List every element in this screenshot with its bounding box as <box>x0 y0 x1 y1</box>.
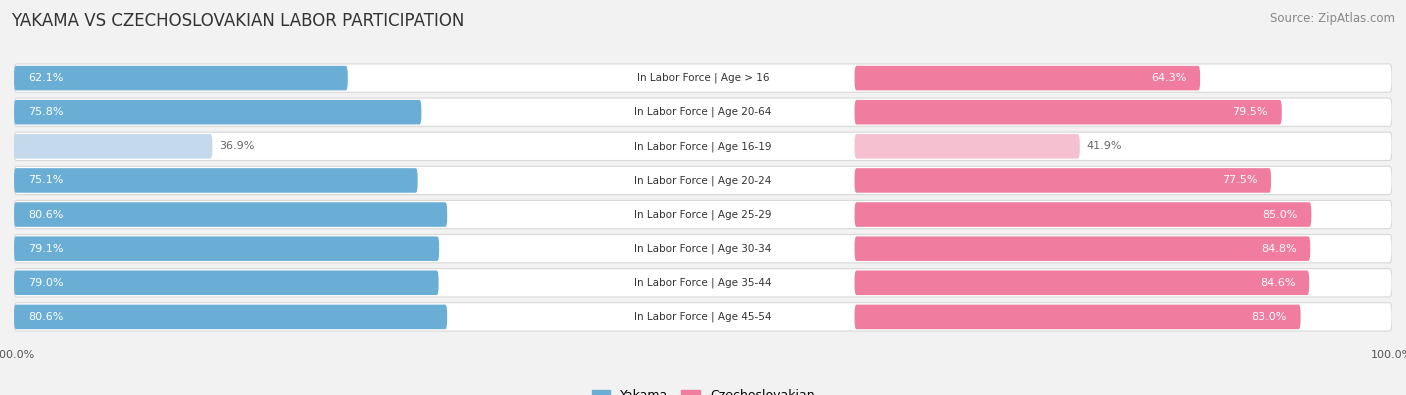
Text: In Labor Force | Age 16-19: In Labor Force | Age 16-19 <box>634 141 772 152</box>
FancyBboxPatch shape <box>855 271 1309 295</box>
FancyBboxPatch shape <box>14 168 418 193</box>
Text: 80.6%: 80.6% <box>28 312 63 322</box>
Text: 83.0%: 83.0% <box>1251 312 1286 322</box>
FancyBboxPatch shape <box>855 100 1282 124</box>
Text: 79.5%: 79.5% <box>1233 107 1268 117</box>
Text: 79.0%: 79.0% <box>28 278 63 288</box>
Text: In Labor Force | Age 45-54: In Labor Force | Age 45-54 <box>634 312 772 322</box>
FancyBboxPatch shape <box>14 200 1392 229</box>
FancyBboxPatch shape <box>855 305 1301 329</box>
Text: In Labor Force | Age 20-64: In Labor Force | Age 20-64 <box>634 107 772 117</box>
Text: YAKAMA VS CZECHOSLOVAKIAN LABOR PARTICIPATION: YAKAMA VS CZECHOSLOVAKIAN LABOR PARTICIP… <box>11 12 464 30</box>
Text: 75.8%: 75.8% <box>28 107 63 117</box>
Text: 80.6%: 80.6% <box>28 210 63 220</box>
Text: In Labor Force | Age 20-24: In Labor Force | Age 20-24 <box>634 175 772 186</box>
Text: 84.8%: 84.8% <box>1261 244 1296 254</box>
FancyBboxPatch shape <box>14 166 1392 195</box>
FancyBboxPatch shape <box>14 98 1392 126</box>
FancyBboxPatch shape <box>14 269 1392 297</box>
Text: Source: ZipAtlas.com: Source: ZipAtlas.com <box>1270 12 1395 25</box>
FancyBboxPatch shape <box>14 305 447 329</box>
Text: 62.1%: 62.1% <box>28 73 63 83</box>
FancyBboxPatch shape <box>14 100 422 124</box>
Text: 41.9%: 41.9% <box>1087 141 1122 151</box>
FancyBboxPatch shape <box>855 168 1271 193</box>
FancyBboxPatch shape <box>14 303 1392 331</box>
Text: 75.1%: 75.1% <box>28 175 63 185</box>
Text: In Labor Force | Age 30-34: In Labor Force | Age 30-34 <box>634 243 772 254</box>
FancyBboxPatch shape <box>14 235 1392 263</box>
Text: 77.5%: 77.5% <box>1222 175 1257 185</box>
FancyBboxPatch shape <box>14 132 1392 160</box>
FancyBboxPatch shape <box>14 64 1392 92</box>
Text: 79.1%: 79.1% <box>28 244 63 254</box>
Text: 36.9%: 36.9% <box>219 141 254 151</box>
Text: In Labor Force | Age 25-29: In Labor Force | Age 25-29 <box>634 209 772 220</box>
Text: 64.3%: 64.3% <box>1152 73 1187 83</box>
FancyBboxPatch shape <box>855 236 1310 261</box>
FancyBboxPatch shape <box>14 271 439 295</box>
FancyBboxPatch shape <box>14 236 439 261</box>
FancyBboxPatch shape <box>855 66 1201 90</box>
Text: 85.0%: 85.0% <box>1263 210 1298 220</box>
FancyBboxPatch shape <box>14 202 447 227</box>
FancyBboxPatch shape <box>14 66 347 90</box>
FancyBboxPatch shape <box>855 134 1080 159</box>
Text: In Labor Force | Age 35-44: In Labor Force | Age 35-44 <box>634 278 772 288</box>
FancyBboxPatch shape <box>14 134 212 159</box>
Legend: Yakama, Czechoslovakian: Yakama, Czechoslovakian <box>586 384 820 395</box>
Text: 84.6%: 84.6% <box>1260 278 1295 288</box>
FancyBboxPatch shape <box>855 202 1312 227</box>
Text: In Labor Force | Age > 16: In Labor Force | Age > 16 <box>637 73 769 83</box>
